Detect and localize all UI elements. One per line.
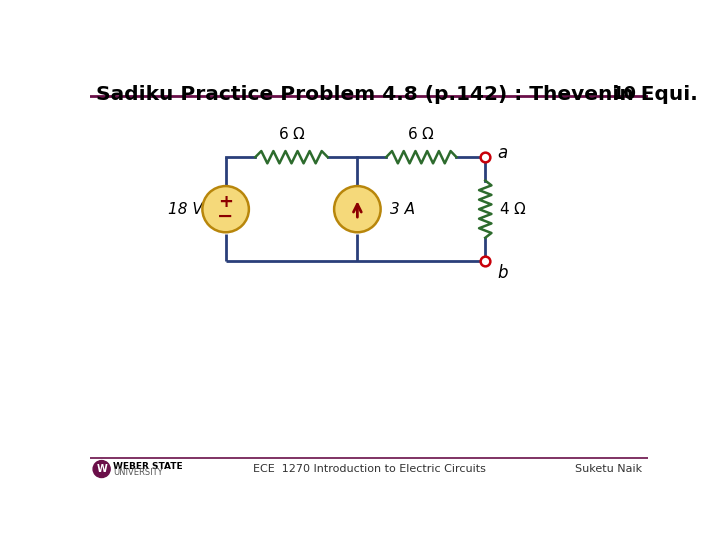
Text: b: b bbox=[498, 265, 508, 282]
Text: W: W bbox=[96, 464, 107, 474]
Text: ECE  1270 Introduction to Electric Circuits: ECE 1270 Introduction to Electric Circui… bbox=[253, 464, 485, 474]
Circle shape bbox=[93, 461, 110, 477]
Text: +: + bbox=[218, 193, 233, 211]
Text: 18 V: 18 V bbox=[168, 201, 203, 217]
Ellipse shape bbox=[334, 186, 381, 232]
Text: 4 $\Omega$: 4 $\Omega$ bbox=[499, 201, 527, 217]
Text: Sadiku Practice Problem 4.8 (p.142) : Thevenin Equi.: Sadiku Practice Problem 4.8 (p.142) : Th… bbox=[96, 85, 698, 104]
Text: 6 $\Omega$: 6 $\Omega$ bbox=[278, 126, 305, 142]
Text: a: a bbox=[498, 144, 508, 161]
Text: WEBER STATE: WEBER STATE bbox=[113, 462, 183, 471]
Text: 6 $\Omega$: 6 $\Omega$ bbox=[408, 126, 435, 142]
Text: 10: 10 bbox=[612, 85, 637, 103]
Text: UNIVERSITY: UNIVERSITY bbox=[113, 468, 163, 477]
Text: −: − bbox=[217, 207, 234, 226]
Text: Suketu Naik: Suketu Naik bbox=[575, 464, 642, 474]
Text: 3 A: 3 A bbox=[390, 201, 415, 217]
Ellipse shape bbox=[202, 186, 249, 232]
